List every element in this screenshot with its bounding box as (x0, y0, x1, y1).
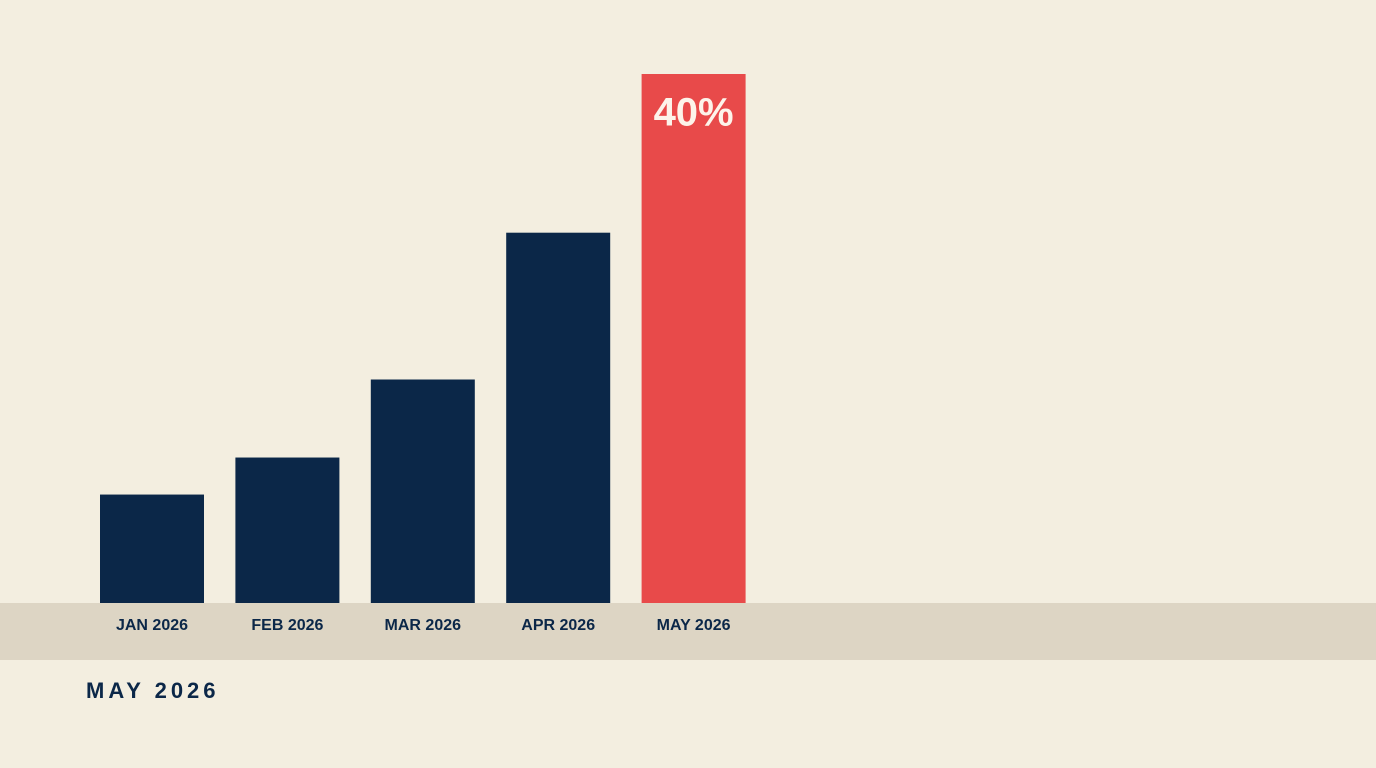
bar (506, 232, 611, 603)
bar (370, 379, 475, 603)
bar (100, 494, 204, 603)
value-label: 40% (654, 91, 734, 135)
x-tick-label: JAN 2026 (116, 617, 188, 634)
x-tick-label: APR 2026 (521, 617, 595, 634)
caption: MAY 2026 (86, 678, 220, 703)
x-tick-label: MAR 2026 (385, 617, 462, 634)
x-tick-label: FEB 2026 (251, 617, 323, 634)
bar (641, 74, 746, 603)
bar (235, 457, 340, 603)
category-strip (0, 603, 1376, 660)
x-tick-label: MAY 2026 (657, 617, 731, 634)
